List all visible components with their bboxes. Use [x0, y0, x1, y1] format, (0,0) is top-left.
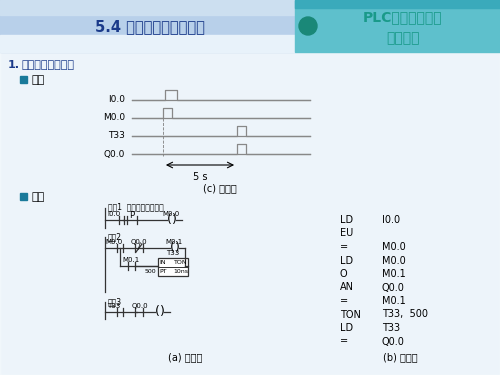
- Text: M0.1: M0.1: [122, 257, 140, 263]
- Text: M0.0: M0.0: [382, 242, 406, 252]
- Text: 网络3: 网络3: [108, 297, 122, 306]
- Text: 程序: 程序: [32, 192, 45, 202]
- Text: T33: T33: [166, 250, 179, 256]
- Text: =: =: [340, 296, 348, 306]
- Text: T33,  500: T33, 500: [382, 309, 428, 320]
- Text: (: (: [154, 306, 160, 318]
- Text: M0.1: M0.1: [382, 296, 406, 306]
- Text: M0.0: M0.0: [106, 239, 122, 245]
- Text: M0.1: M0.1: [382, 269, 406, 279]
- Text: AN: AN: [340, 282, 354, 292]
- Text: I0.0: I0.0: [108, 211, 120, 217]
- Text: TON: TON: [174, 260, 188, 265]
- Text: 程序设计: 程序设计: [386, 31, 420, 45]
- Text: PT: PT: [159, 269, 167, 274]
- Bar: [158, 258, 188, 276]
- Text: Q0.0: Q0.0: [130, 239, 148, 245]
- Text: 题目: 题目: [32, 75, 45, 85]
- Text: 5 s: 5 s: [193, 172, 208, 182]
- Text: PLC的基本指令及: PLC的基本指令及: [363, 10, 443, 24]
- Text: 500: 500: [144, 269, 156, 274]
- Text: ): ): [160, 306, 164, 318]
- Text: ): ): [172, 213, 176, 226]
- Text: Q0.0: Q0.0: [382, 282, 405, 292]
- Text: 10ns: 10ns: [174, 269, 188, 274]
- Text: M0.0: M0.0: [103, 114, 125, 123]
- Text: EU: EU: [340, 228, 353, 238]
- Bar: [0, 0, 295, 52]
- Text: (a) 梯形图: (a) 梯形图: [168, 352, 202, 362]
- Text: M0.0: M0.0: [162, 211, 180, 217]
- Text: Q0.0: Q0.0: [104, 150, 125, 159]
- Text: =: =: [340, 336, 348, 346]
- Text: LD: LD: [340, 215, 353, 225]
- Text: T33: T33: [108, 132, 125, 141]
- Text: M0.0: M0.0: [382, 255, 406, 266]
- Text: Q0.0: Q0.0: [382, 336, 405, 346]
- Bar: [295, 0, 500, 8]
- Text: P: P: [130, 211, 134, 220]
- Text: 网络2: 网络2: [108, 232, 122, 241]
- Circle shape: [299, 17, 317, 35]
- Text: I0.0: I0.0: [108, 96, 125, 105]
- Text: 网络1  延时脉冲产生电路: 网络1 延时脉冲产生电路: [108, 202, 164, 211]
- Bar: [295, 0, 500, 52]
- Text: 5.4 简单的典型电路编程: 5.4 简单的典型电路编程: [95, 20, 205, 34]
- Text: (: (: [170, 242, 174, 255]
- Text: =: =: [340, 242, 348, 252]
- Text: ): ): [174, 242, 180, 255]
- Text: T33: T33: [382, 323, 400, 333]
- Text: 延时脉冲产生电路: 延时脉冲产生电路: [22, 60, 75, 70]
- Bar: [20, 76, 27, 83]
- Text: LD: LD: [340, 255, 353, 266]
- Text: TON: TON: [340, 309, 361, 320]
- Text: /: /: [138, 242, 140, 250]
- Text: 1.: 1.: [8, 60, 20, 70]
- Text: (: (: [166, 213, 172, 226]
- Bar: [0, 35, 295, 52]
- Text: IN: IN: [160, 260, 166, 265]
- Bar: [0, 52, 500, 375]
- Text: O: O: [340, 269, 347, 279]
- Bar: [0, 0, 295, 15]
- Text: T33: T33: [108, 303, 120, 309]
- Text: I0.0: I0.0: [382, 215, 400, 225]
- Text: Q0.0: Q0.0: [132, 303, 148, 309]
- Text: M0.1: M0.1: [166, 239, 182, 245]
- Text: (c) 时序图: (c) 时序图: [203, 183, 237, 193]
- Text: LD: LD: [340, 323, 353, 333]
- Text: (b) 语句表: (b) 语句表: [382, 352, 418, 362]
- Bar: [20, 193, 27, 200]
